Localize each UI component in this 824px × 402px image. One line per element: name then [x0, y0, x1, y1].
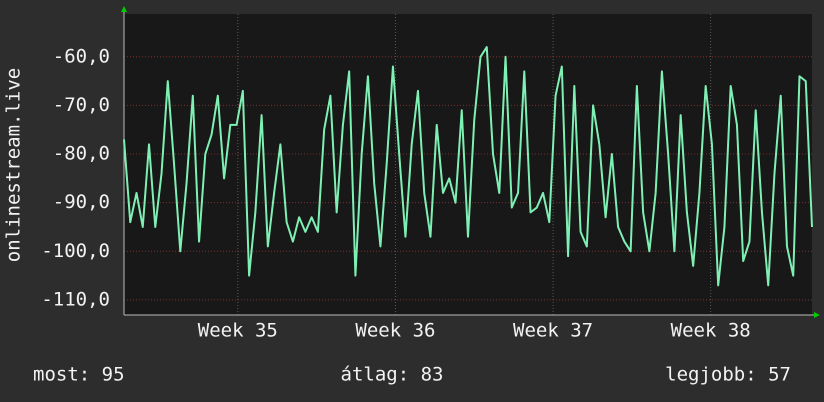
y-arrow [121, 6, 127, 12]
x-arrow [814, 312, 820, 318]
x-tick-label: Week 37 [513, 320, 593, 342]
x-tick-label: Week 35 [198, 320, 278, 342]
y-tick-label: -70,0 [53, 94, 110, 116]
footer-current: most: 95 [33, 364, 125, 386]
y-tick-label: -110,0 [41, 288, 110, 310]
data-line [123, 46, 813, 287]
y-tick-label: -80,0 [53, 143, 110, 165]
y-tick-label: -60,0 [53, 45, 110, 67]
y-tick-label: -90,0 [53, 191, 110, 213]
x-tick-label: Week 36 [355, 320, 435, 342]
plot-area [124, 14, 812, 315]
x-tick-label: Week 38 [671, 320, 751, 342]
y-axis-label: onlinestream.live [3, 68, 25, 262]
footer-average: átlag: 83 [341, 364, 444, 386]
grid [124, 14, 812, 315]
footer-best: legjobb: 57 [665, 364, 791, 386]
y-tick-label: -100,0 [41, 240, 110, 262]
